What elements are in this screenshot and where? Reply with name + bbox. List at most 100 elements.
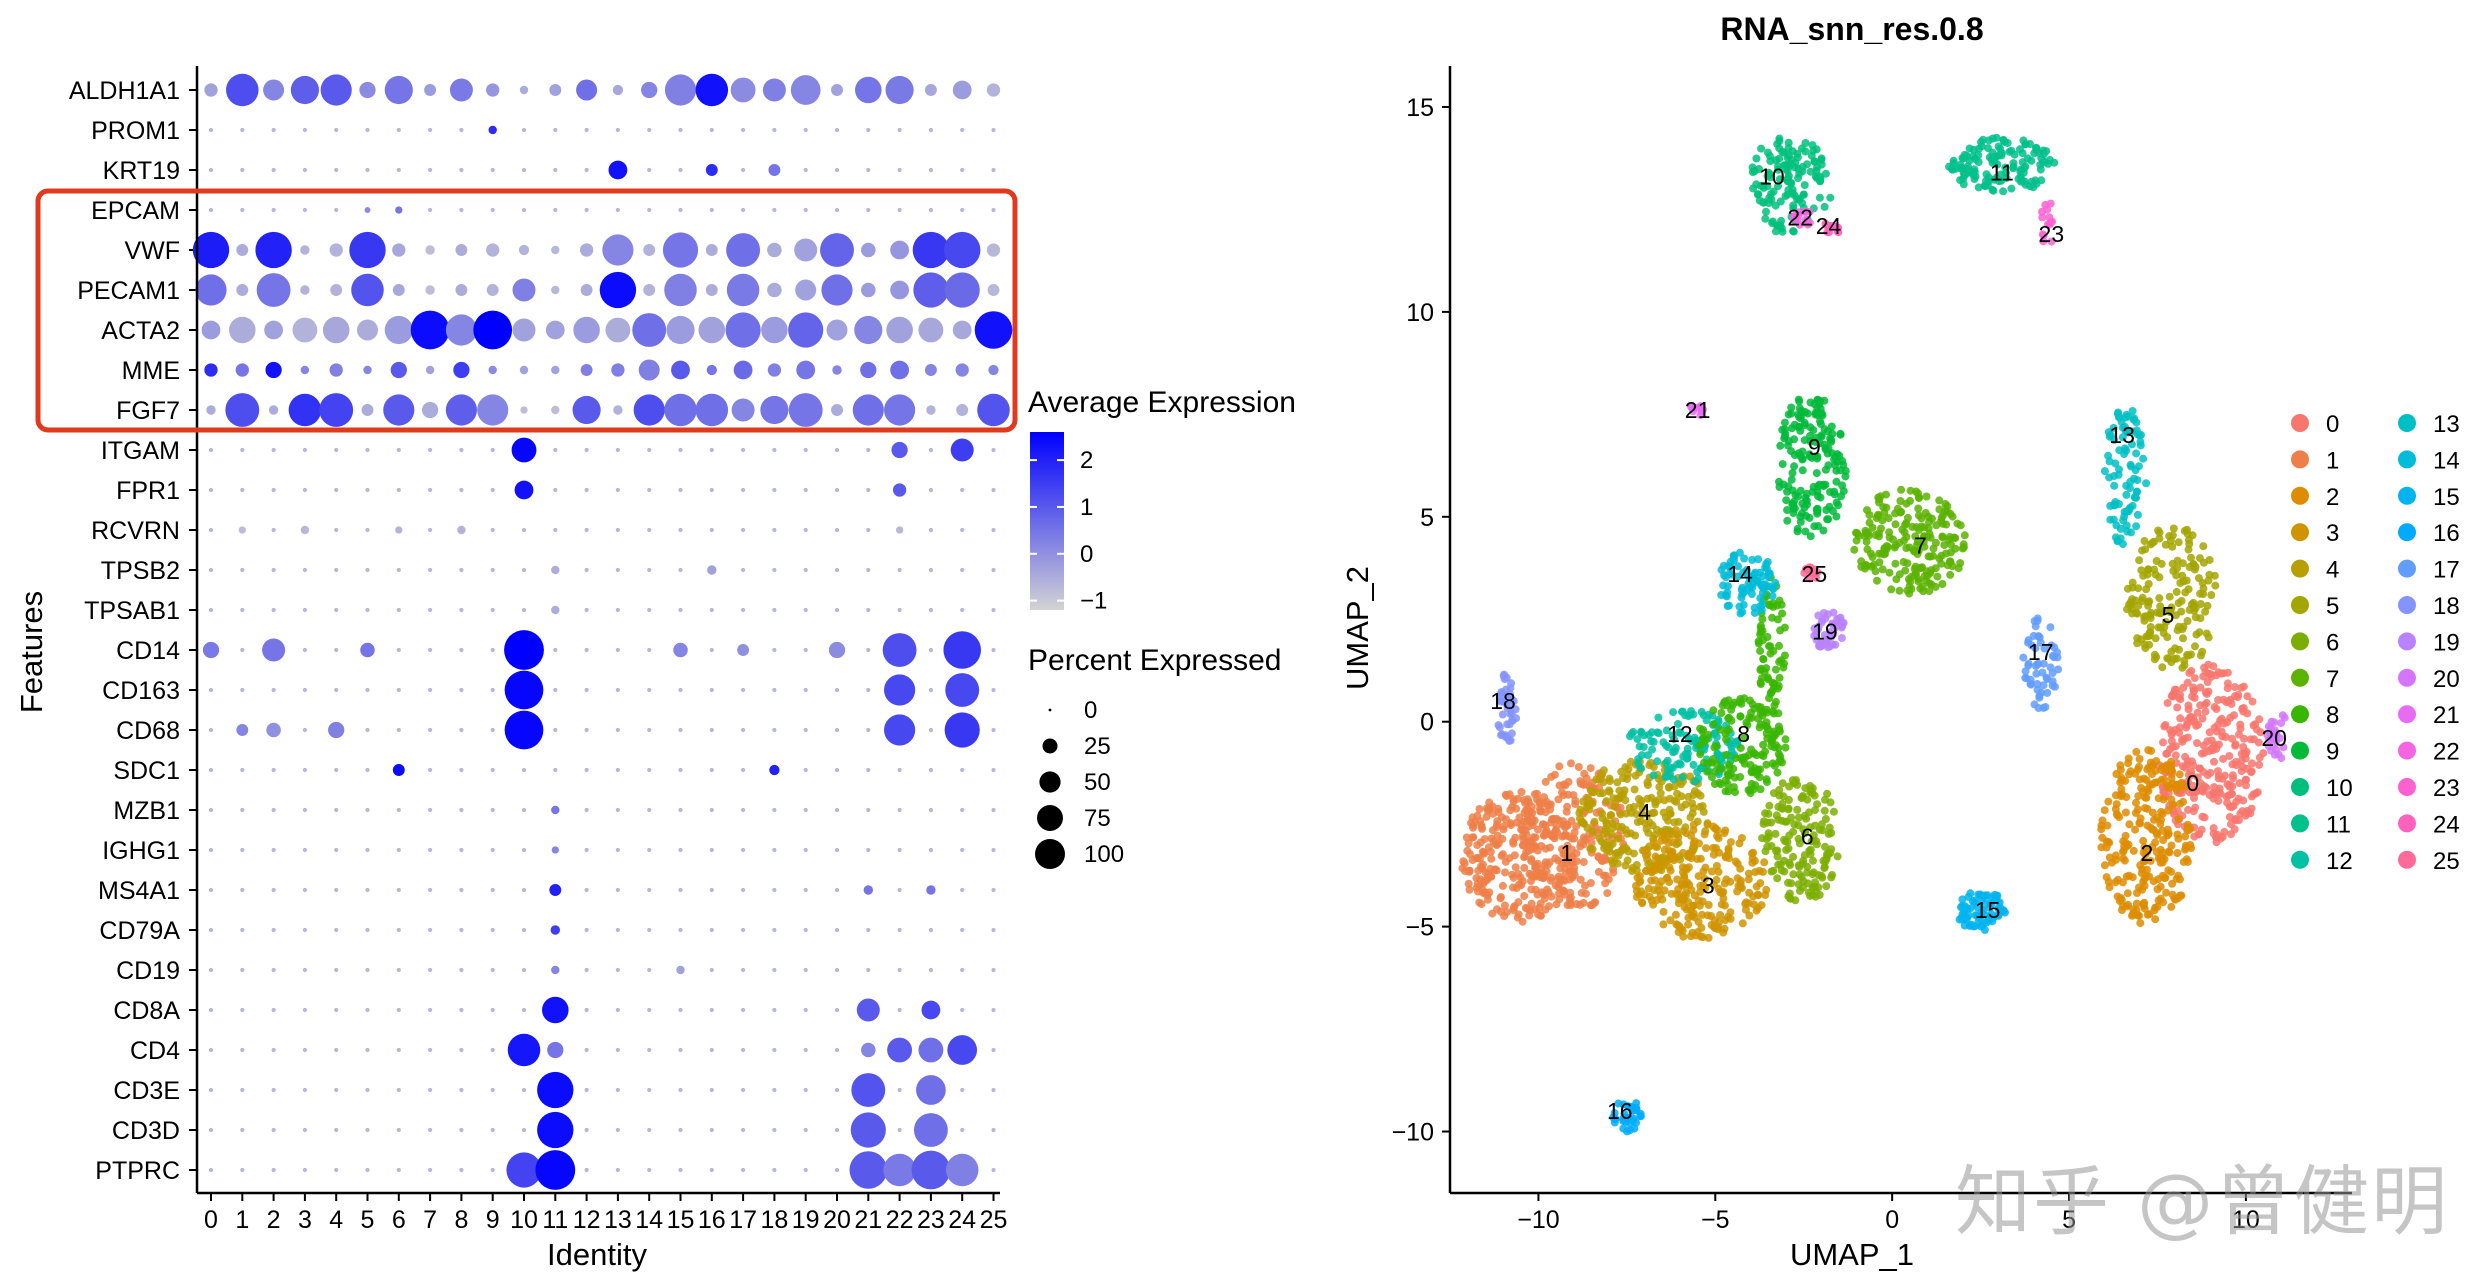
umap-point-3 bbox=[1736, 864, 1745, 873]
dot-rcvrn-5 bbox=[365, 527, 370, 533]
umap-point-6 bbox=[1777, 804, 1786, 813]
umap-point-5 bbox=[2198, 579, 2207, 587]
umap-point-4 bbox=[1589, 827, 1598, 836]
dot-tpsab1-2 bbox=[271, 607, 276, 613]
umap-point-12 bbox=[1663, 756, 1672, 765]
umap-point-10 bbox=[1757, 144, 1766, 153]
umap-point-0 bbox=[2223, 679, 2232, 688]
dot-tpsab1-11 bbox=[551, 605, 560, 615]
umap-point-9 bbox=[1806, 431, 1815, 440]
umap-point-5 bbox=[2155, 528, 2164, 537]
umap-point-2 bbox=[2131, 825, 2140, 834]
umap-point-5 bbox=[2141, 545, 2150, 554]
cluster-label-19: 19 bbox=[792, 1206, 820, 1234]
dot-cd3d-8 bbox=[459, 1127, 464, 1133]
umap-point-8 bbox=[1736, 744, 1745, 753]
umap-point-3 bbox=[1695, 901, 1704, 910]
umap-point-7 bbox=[1914, 489, 1922, 498]
dot-cd4-24 bbox=[947, 1035, 978, 1065]
umap-legend-label-24: 24 bbox=[2433, 811, 2460, 838]
umap-point-6 bbox=[1774, 860, 1783, 869]
umap-point-1 bbox=[1547, 772, 1556, 781]
umap-point-11 bbox=[2010, 150, 2019, 159]
umap-point-3 bbox=[1657, 831, 1666, 840]
umap-point-2 bbox=[2138, 788, 2147, 796]
umap-point-5 bbox=[2180, 661, 2189, 670]
dot-cd79a-19 bbox=[803, 927, 808, 933]
dot-cd68-23 bbox=[928, 727, 934, 733]
umap-point-0 bbox=[2161, 721, 2170, 729]
dot-cd14-17 bbox=[737, 644, 750, 656]
cluster-label-8: 8 bbox=[454, 1206, 468, 1234]
dot-fgf7-25 bbox=[977, 393, 1010, 427]
dot-ighg1-22 bbox=[897, 847, 902, 853]
umap-point-2 bbox=[2156, 882, 2165, 891]
umap-point-4 bbox=[1689, 804, 1698, 812]
umap-point-5 bbox=[2176, 579, 2185, 587]
dot-sdc1-11 bbox=[553, 767, 558, 773]
dot-vwf-6 bbox=[392, 243, 406, 257]
umap-point-5 bbox=[2171, 644, 2179, 653]
umap-point-7 bbox=[1938, 580, 1947, 588]
umap-point-5 bbox=[2191, 642, 2199, 651]
umap-point-12 bbox=[1679, 752, 1688, 761]
dot-epcam-20 bbox=[834, 207, 840, 213]
umap-point-7 bbox=[1862, 537, 1871, 546]
umap-point-1 bbox=[1525, 838, 1534, 847]
umap-point-9 bbox=[1838, 481, 1847, 490]
umap-point-6 bbox=[1809, 856, 1817, 865]
dot-cd8a-5 bbox=[365, 1007, 370, 1013]
umap-cluster-label-4: 4 bbox=[1638, 799, 1651, 825]
dot-pecam1-9 bbox=[486, 284, 499, 296]
dot-cd19-17 bbox=[741, 967, 746, 973]
umap-point-7 bbox=[1937, 513, 1946, 522]
umap-point-4 bbox=[1620, 786, 1629, 795]
umap-legend-label-9: 9 bbox=[2326, 739, 2339, 766]
umap-point-12 bbox=[1689, 760, 1698, 769]
umap-point-5 bbox=[2187, 600, 2196, 609]
umap-point-1 bbox=[1527, 855, 1536, 864]
umap-point-5 bbox=[2128, 583, 2137, 592]
umap-point-1 bbox=[1568, 858, 1577, 867]
umap-point-10 bbox=[1817, 155, 1826, 164]
umap-point-1 bbox=[1545, 902, 1553, 911]
umap-point-1 bbox=[1520, 853, 1529, 862]
umap-point-1 bbox=[1594, 867, 1603, 876]
dot-cd14-21 bbox=[866, 647, 871, 653]
dot-cd3d-22 bbox=[897, 1127, 902, 1133]
umap-legend-dot-2 bbox=[2291, 486, 2309, 505]
dot-cd8a-19 bbox=[803, 1007, 808, 1013]
umap-point-3 bbox=[1720, 924, 1729, 933]
umap-point-1 bbox=[1581, 889, 1590, 898]
umap-point-6 bbox=[1801, 828, 1809, 837]
umap-point-25 bbox=[1813, 568, 1822, 577]
dot-tpsb2-9 bbox=[490, 567, 495, 573]
umap-point-3 bbox=[1674, 833, 1683, 842]
dot-cd8a-3 bbox=[302, 1007, 307, 1013]
umap-point-1 bbox=[1566, 893, 1575, 902]
umap-point-12 bbox=[1684, 712, 1693, 721]
umap-point-5 bbox=[2204, 633, 2213, 642]
umap-point-10 bbox=[1775, 134, 1784, 143]
dot-mme-10 bbox=[519, 365, 529, 375]
dot-mzb1-9 bbox=[490, 807, 495, 813]
dot-cd163-19 bbox=[803, 687, 808, 693]
dot-ighg1-23 bbox=[928, 847, 934, 853]
dot-cd19-5 bbox=[365, 967, 370, 973]
dot-cd14-9 bbox=[490, 647, 495, 653]
umap-point-4 bbox=[1654, 796, 1663, 804]
umap-point-1 bbox=[1531, 864, 1540, 873]
dot-pecam1-10 bbox=[512, 278, 536, 302]
umap-point-1 bbox=[1510, 851, 1519, 860]
feature-label-pecam1: PECAM1 bbox=[77, 277, 180, 305]
dot-cd163-17 bbox=[741, 687, 746, 693]
dot-ptprc-12 bbox=[584, 1167, 589, 1173]
dot-pecam1-17 bbox=[726, 273, 760, 307]
dot-krt19-20 bbox=[834, 167, 840, 173]
umap-point-14 bbox=[1742, 566, 1751, 574]
dot-cd8a-4 bbox=[334, 1007, 339, 1013]
umap-point-3 bbox=[1684, 920, 1693, 929]
cluster-label-0: 0 bbox=[204, 1206, 218, 1234]
umap-point-2 bbox=[2132, 747, 2141, 756]
dot-tpsb2-22 bbox=[897, 567, 902, 573]
